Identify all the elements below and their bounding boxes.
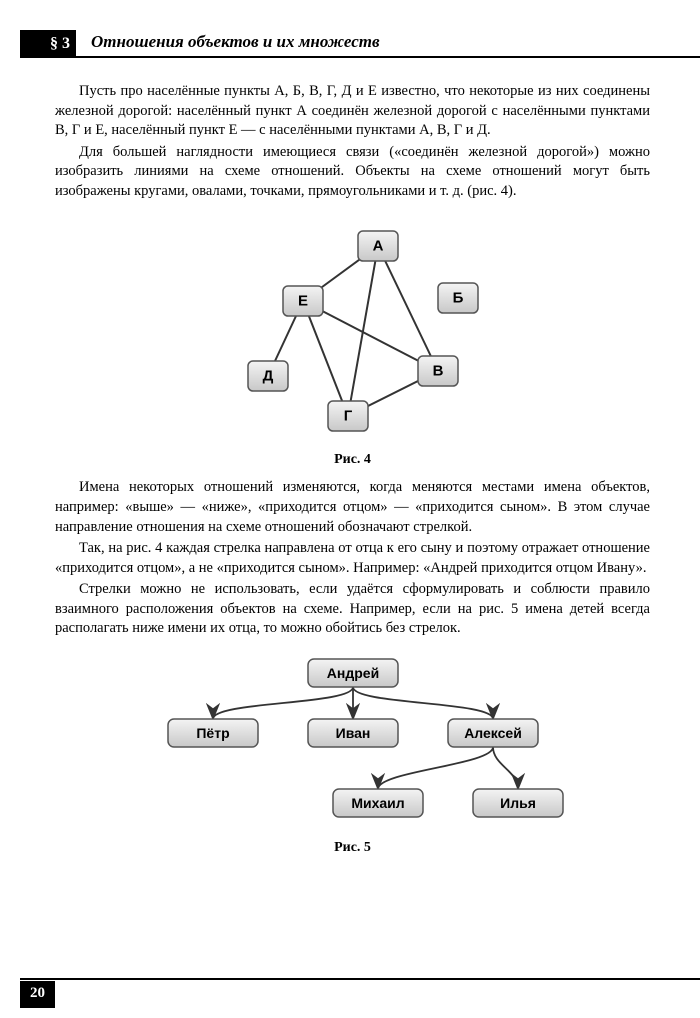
figure-4-caption: Рис. 4	[55, 452, 650, 468]
graph-node-label: В	[432, 363, 443, 380]
figure-5-caption: Рис. 5	[55, 840, 650, 856]
paragraph-1: Пусть про населённые пункты А, Б, В, Г, …	[55, 82, 650, 141]
tree-arrow	[378, 747, 493, 789]
section-title: Отношения объектов и их множеств	[91, 32, 380, 52]
graph-node-label: Г	[343, 408, 352, 425]
tree-node-label: Пётр	[196, 725, 229, 741]
tree-arrow	[353, 687, 493, 719]
graph-node-label: Б	[452, 290, 463, 307]
graph-edge	[303, 301, 348, 416]
graph-node-label: Д	[262, 368, 273, 385]
tree-node-label: Андрей	[326, 665, 378, 681]
tree-arrow	[213, 687, 353, 719]
header-rule	[20, 56, 700, 58]
figure-4: А Е Б Д В Г Рис. 4	[55, 211, 650, 468]
paragraph-4: Так, на рис. 4 каждая стрелка направлена…	[55, 539, 650, 578]
figure-4-svg: А Е Б Д В Г	[183, 211, 523, 441]
tree-arrow	[493, 747, 518, 789]
tree-node-label: Илья	[500, 795, 536, 811]
tree-node-label: Алексей	[464, 725, 522, 741]
paragraph-2: Для большей наглядности имеющиеся связи …	[55, 143, 650, 202]
tree-node-label: Иван	[335, 725, 370, 741]
paragraph-3: Имена некоторых отношений изменяются, ко…	[55, 478, 650, 537]
page-number: 20	[20, 981, 55, 1008]
footer-rule	[20, 978, 700, 980]
tree-node-label: Михаил	[351, 795, 404, 811]
graph-node-label: Е	[297, 293, 307, 310]
figure-5-svg: Андрей Пётр Иван Алексей Михаил Илья	[103, 649, 603, 829]
graph-node-label: А	[372, 238, 383, 255]
figure-5: Андрей Пётр Иван Алексей Михаил Илья Рис. 5	[55, 649, 650, 856]
graph-edge	[378, 246, 438, 371]
section-tag: § 3	[20, 30, 76, 58]
paragraph-5: Стрелки можно не использовать, если удаё…	[55, 580, 650, 639]
